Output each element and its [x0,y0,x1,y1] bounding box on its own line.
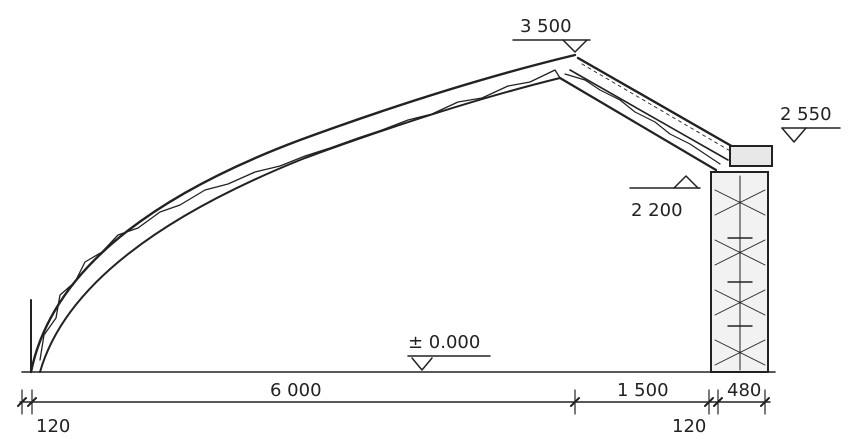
rear-beam-mid [569,69,729,161]
elevation-marker-ground: ± 0.000 [407,332,491,371]
arch-web-members [39,69,561,361]
front-arch-truss [29,53,577,374]
rear-beam-top [576,56,737,150]
elevation-marker-ridge: 3 500 [512,16,591,53]
rear-beam-bottom [558,76,718,172]
elevation-wall-top-label: 2 550 [780,104,832,125]
dimension-line [17,389,771,415]
rear-roof-beam [558,56,737,172]
wall-cap [729,145,773,167]
elevation-ridge-label: 3 500 [520,16,572,37]
dimension-wall-offset-label: 120 [672,416,706,437]
arch-outer-chord [29,53,577,374]
dimension-left-offset-label: 120 [36,416,70,437]
wall-ties [727,237,753,327]
dimension-back-span-label: 1 500 [617,380,669,401]
elevation-marker-wall-top: 2 550 [780,104,841,143]
rear-beam-hatch [581,63,733,153]
elevation-marker-beam-seat: 2 200 [629,175,701,221]
elevation-ground-label: ± 0.000 [408,332,480,353]
rear-wall [710,145,773,373]
elevation-beam-seat-label: 2 200 [631,200,683,221]
dimension-wall-thickness-label: 480 [727,380,761,401]
rear-beam-web [564,73,721,165]
arch-inner-chord [39,77,561,373]
dimension-span-label: 6 000 [270,380,322,401]
